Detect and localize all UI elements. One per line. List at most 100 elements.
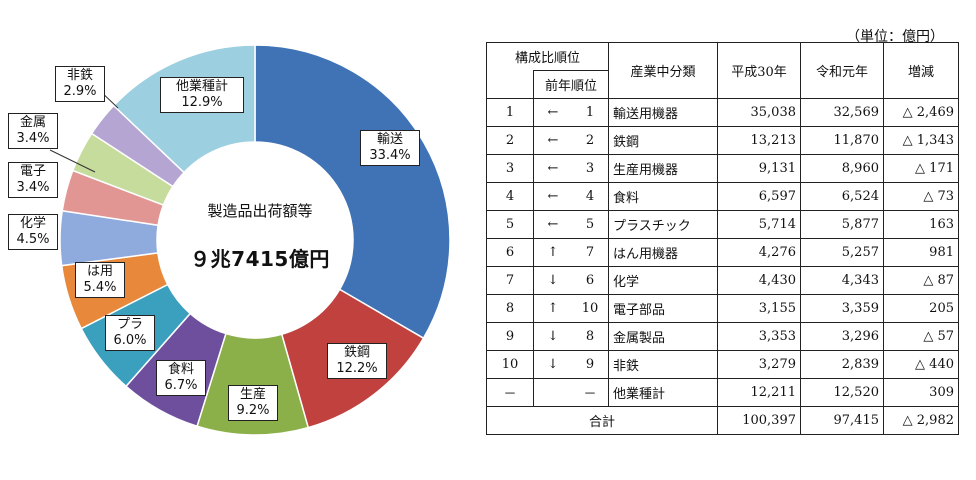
change-cell: △ 440: [883, 350, 959, 379]
h30-cell: 6,597: [717, 182, 801, 211]
r1-cell: 5,877: [800, 210, 884, 239]
slice-label-1: 鉄鋼 12.2%: [327, 343, 387, 379]
prev-rank-cell: 5: [572, 210, 609, 239]
change-cell: △ 1,343: [883, 126, 959, 155]
slice-label-8: 金属 3.4%: [8, 113, 58, 149]
slice-percent: 3.4%: [16, 131, 50, 146]
h30-cell: 5,714: [717, 210, 801, 239]
slice-label-4: プラ 6.0%: [105, 315, 155, 351]
table-row: 4 ← 4 食料 6,597 6,524 △ 73: [486, 182, 959, 211]
change-cell: △ 171: [883, 154, 959, 183]
arrow-cell: ←: [533, 182, 572, 211]
h30-cell: 3,155: [717, 294, 801, 323]
h30-cell: 3,353: [717, 322, 801, 351]
slice-percent: 33.4%: [369, 148, 411, 163]
arrow-cell: ↓: [533, 322, 572, 351]
prev-rank-cell: －: [572, 378, 609, 407]
unit-label: （単位：億円）: [846, 29, 944, 45]
industry-cell: 電子部品: [608, 294, 718, 323]
total-r1: 97,415: [800, 406, 884, 435]
slice-name: 金属: [19, 115, 46, 130]
industry-cell: 化学: [608, 266, 718, 295]
slice-name: 生産: [239, 387, 266, 402]
h30-cell: 9,131: [717, 154, 801, 183]
slice-percent: 12.2%: [336, 361, 378, 376]
rank-cell: 1: [486, 98, 534, 127]
slice-name: 電子: [19, 164, 46, 179]
rank-cell: 6: [486, 238, 534, 267]
r1-cell: 3,359: [800, 294, 884, 323]
slice-name: は用: [86, 264, 113, 279]
table-body: 1 ← 1 輸送用機器 35,038 32,569 △ 2,469 2 ← 2 鉄鋼 13,213 11…: [486, 98, 959, 407]
table-row: 3 ← 3 生産用機器 9,131 8,960 △ 171: [486, 154, 959, 183]
slice-0: [254, 44, 451, 340]
header-industry: 産業中分類: [608, 42, 718, 99]
table-row: －－他業種計 12,211 12,520 309: [486, 378, 959, 407]
arrow-cell: ←: [533, 98, 572, 127]
table-row: 2 ← 2 鉄鋼 13,213 11,870 △ 1,343: [486, 126, 959, 155]
r1-cell: 6,524: [800, 182, 884, 211]
prev-rank-cell: 10: [572, 294, 609, 323]
total-change: △ 2,982: [883, 406, 959, 435]
rank-cell: 2: [486, 126, 534, 155]
prev-rank-cell: 7: [572, 238, 609, 267]
h30-cell: 3,279: [717, 350, 801, 379]
center-title: 製造品出荷額等: [207, 202, 313, 220]
shipment-table: 構成比順位 産業中分類 平成30年 令和元年 増減 前年順位 1 ← 1 輸送用機器 3…: [486, 42, 959, 435]
rank-cell: 10: [486, 350, 534, 379]
industry-cell: 鉄鋼: [608, 126, 718, 155]
header-r1: 令和元年: [800, 42, 884, 99]
slice-percent: 4.5%: [16, 232, 50, 247]
change-cell: △ 2,469: [883, 98, 959, 127]
donut-chart: 製造品出荷額等 ９兆7415億円 輸送 33.4% 鉄鋼 12.2% 生産 9.2% 食料 6…: [0, 0, 470, 480]
r1-cell: 11,870: [800, 126, 884, 155]
table-row: 7 ↓ 6 化学 4,430 4,343 △ 87: [486, 266, 959, 295]
arrow-cell: ←: [533, 154, 572, 183]
slice-name: 輸送: [376, 132, 403, 147]
industry-cell: 食料: [608, 182, 718, 211]
rank-cell: 9: [486, 322, 534, 351]
r1-cell: 8,960: [800, 154, 884, 183]
slice-percent: 6.0%: [113, 333, 147, 348]
slice-label-2: 生産 9.2%: [228, 385, 278, 421]
industry-cell: 金属製品: [608, 322, 718, 351]
prev-rank-cell: 3: [572, 154, 609, 183]
rank-cell: －: [486, 378, 534, 407]
industry-cell: 非鉄: [608, 350, 718, 379]
slice-percent: 2.9%: [63, 84, 97, 99]
table-row: 10 ↓ 9 非鉄 3,279 2,839 △ 440: [486, 350, 959, 379]
leader-line-8: [49, 149, 96, 173]
slice-percent: 3.4%: [16, 180, 50, 195]
slice-label-6: 化学 4.5%: [8, 214, 58, 250]
slice-label-3: 食料 6.7%: [156, 360, 206, 396]
arrow-cell: ←: [533, 126, 572, 155]
table-row: 9 ↓ 8 金属製品 3,353 3,296 △ 57: [486, 322, 959, 351]
industry-cell: プラスチック: [608, 210, 718, 239]
industry-cell: 輸送用機器: [608, 98, 718, 127]
slice-percent: 9.2%: [236, 403, 270, 418]
slice-name: 非鉄: [66, 68, 93, 83]
change-cell: 163: [883, 210, 959, 239]
h30-cell: 4,276: [717, 238, 801, 267]
industry-cell: 他業種計: [608, 378, 718, 407]
slice-label-10: 他業種計 12.9%: [160, 77, 244, 113]
prev-rank-cell: 9: [572, 350, 609, 379]
table-row: 6 ↑ 7 はん用機器 4,276 5,257 981: [486, 238, 959, 267]
rank-cell: 7: [486, 266, 534, 295]
prev-rank-cell: 1: [572, 98, 609, 127]
r1-cell: 12,520: [800, 378, 884, 407]
h30-cell: 12,211: [717, 378, 801, 407]
table-row: 8 ↑ 10 電子部品 3,155 3,359 205: [486, 294, 959, 323]
slice-label-0: 輸送 33.4%: [360, 130, 420, 166]
total-label: 合計: [486, 406, 718, 435]
change-cell: 309: [883, 378, 959, 407]
prev-rank-cell: 8: [572, 322, 609, 351]
slice-name: 食料: [167, 362, 194, 377]
r1-cell: 3,296: [800, 322, 884, 351]
rank-cell: 5: [486, 210, 534, 239]
prev-rank-cell: 2: [572, 126, 609, 155]
rank-cell: 4: [486, 182, 534, 211]
slice-name: 鉄鋼: [343, 345, 370, 360]
industry-cell: はん用機器: [608, 238, 718, 267]
change-cell: 205: [883, 294, 959, 323]
